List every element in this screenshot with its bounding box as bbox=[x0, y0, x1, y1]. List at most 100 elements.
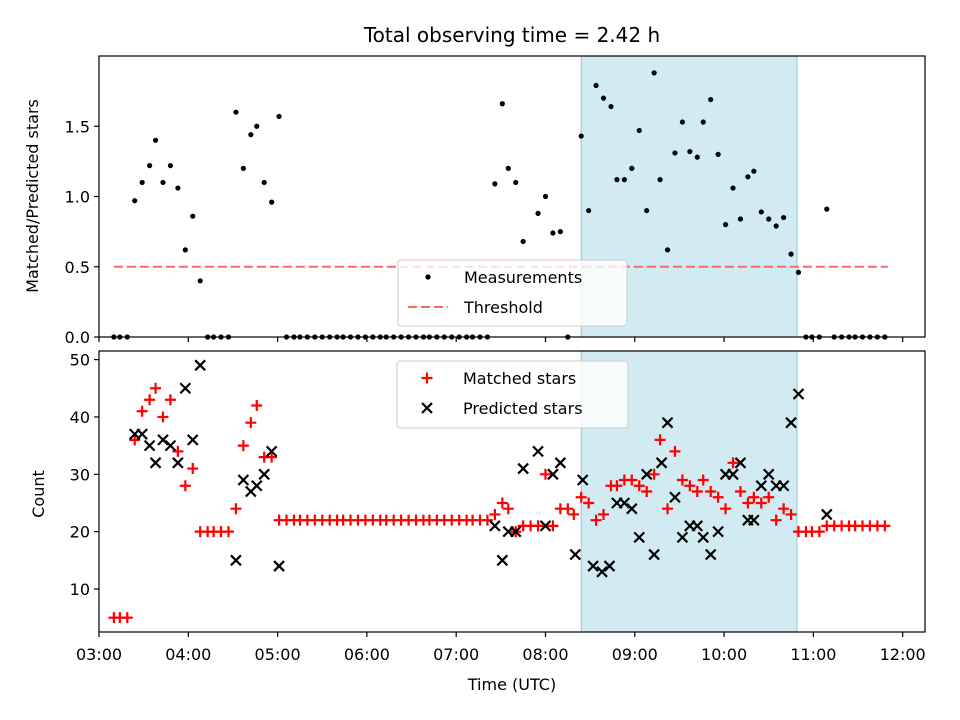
data-point bbox=[245, 417, 257, 429]
data-point bbox=[550, 230, 556, 236]
data-point bbox=[614, 177, 620, 183]
data-point bbox=[150, 382, 162, 394]
data-point bbox=[596, 566, 608, 578]
data-point bbox=[562, 503, 574, 515]
x-tick-label: 03:00 bbox=[76, 645, 122, 664]
data-point bbox=[654, 434, 666, 446]
data-point bbox=[593, 82, 599, 89]
x-tick-label: 07:00 bbox=[433, 645, 479, 664]
data-point bbox=[633, 531, 646, 544]
legend: Measurements Threshold bbox=[397, 259, 628, 327]
data-point bbox=[496, 497, 508, 509]
data-point bbox=[186, 434, 199, 446]
data-point bbox=[664, 247, 671, 253]
data-point bbox=[748, 491, 760, 503]
data-point bbox=[517, 462, 529, 475]
data-point bbox=[172, 457, 184, 469]
bottom-panel: 10 20 30 40 50 03:00 04:00 05:00 06:00 07:00 08:00… bbox=[70, 350, 926, 664]
x-tick-label: 12:00 bbox=[880, 645, 926, 664]
data-point bbox=[762, 468, 775, 481]
data-point bbox=[276, 113, 282, 120]
data-point bbox=[547, 520, 559, 532]
data-point bbox=[568, 508, 580, 520]
data-point bbox=[532, 445, 544, 458]
y-tick-label: 40 bbox=[70, 408, 90, 427]
data-point bbox=[557, 229, 563, 235]
data-point bbox=[547, 468, 559, 481]
data-point bbox=[144, 394, 156, 406]
data-point bbox=[742, 497, 754, 509]
data-point bbox=[197, 278, 203, 284]
data-point bbox=[777, 479, 790, 492]
legend-box bbox=[397, 259, 628, 327]
data-point bbox=[505, 165, 511, 171]
data-point bbox=[751, 168, 757, 174]
data-point bbox=[250, 479, 263, 492]
data-point bbox=[820, 508, 833, 521]
data-point bbox=[626, 474, 638, 486]
data-point bbox=[712, 491, 724, 503]
data-point bbox=[603, 560, 616, 572]
data-point bbox=[575, 491, 587, 503]
data-point bbox=[179, 480, 191, 492]
data-point bbox=[489, 520, 501, 532]
data-point bbox=[669, 491, 681, 504]
data-point bbox=[679, 119, 686, 125]
data-point bbox=[160, 179, 166, 186]
data-point bbox=[722, 222, 729, 228]
data-point bbox=[240, 165, 246, 171]
data-point bbox=[763, 491, 775, 503]
data-point bbox=[879, 520, 891, 532]
data-point bbox=[578, 133, 584, 139]
x-tick-label: 06:00 bbox=[344, 645, 390, 664]
data-point bbox=[254, 123, 260, 129]
top-panel: 0.0 0.5 1.0 1.5 Measurements Threshold bbox=[65, 55, 926, 347]
data-point bbox=[734, 457, 747, 469]
top-y-axis-label: Matched/Predicted stars bbox=[23, 99, 42, 293]
data-point bbox=[164, 394, 176, 406]
data-point bbox=[266, 451, 278, 463]
x-axis-label: Time (UTC) bbox=[467, 675, 556, 694]
data-point bbox=[773, 223, 779, 229]
data-point bbox=[636, 127, 642, 134]
data-point bbox=[152, 137, 159, 143]
data-point bbox=[795, 269, 802, 275]
y-tick-label: 20 bbox=[70, 523, 90, 542]
data-point bbox=[251, 399, 263, 411]
data-point bbox=[600, 95, 607, 101]
data-point bbox=[157, 411, 169, 423]
data-point bbox=[136, 405, 148, 417]
data-point bbox=[535, 210, 541, 216]
data-point bbox=[712, 525, 724, 538]
data-point bbox=[190, 213, 196, 219]
data-point bbox=[611, 480, 623, 492]
data-point bbox=[513, 179, 519, 186]
data-point bbox=[648, 548, 660, 561]
y-tick-label: 0.0 bbox=[65, 328, 90, 347]
data-point bbox=[258, 468, 270, 481]
data-point bbox=[237, 440, 249, 452]
series-1 bbox=[128, 359, 833, 578]
data-point bbox=[230, 503, 242, 515]
data-point bbox=[792, 388, 805, 400]
data-point bbox=[785, 508, 797, 520]
y-tick-label: 10 bbox=[70, 580, 90, 599]
y-tick-label: 1.5 bbox=[65, 117, 90, 136]
x-tick-label: 09:00 bbox=[612, 645, 658, 664]
data-point bbox=[569, 548, 582, 561]
data-point bbox=[708, 96, 714, 103]
data-point bbox=[727, 457, 739, 469]
data-point bbox=[182, 247, 188, 253]
x-tick-label: 04:00 bbox=[165, 645, 211, 664]
data-point bbox=[657, 177, 663, 183]
data-point bbox=[788, 251, 794, 257]
data-point bbox=[640, 468, 653, 481]
data-point bbox=[629, 165, 635, 171]
data-point bbox=[651, 70, 657, 76]
data-point bbox=[481, 514, 493, 526]
data-point bbox=[129, 434, 141, 446]
legend-handle bbox=[421, 372, 433, 384]
y-tick-label: 0.5 bbox=[65, 258, 90, 277]
data-point bbox=[691, 486, 703, 497]
data-point bbox=[499, 101, 505, 107]
